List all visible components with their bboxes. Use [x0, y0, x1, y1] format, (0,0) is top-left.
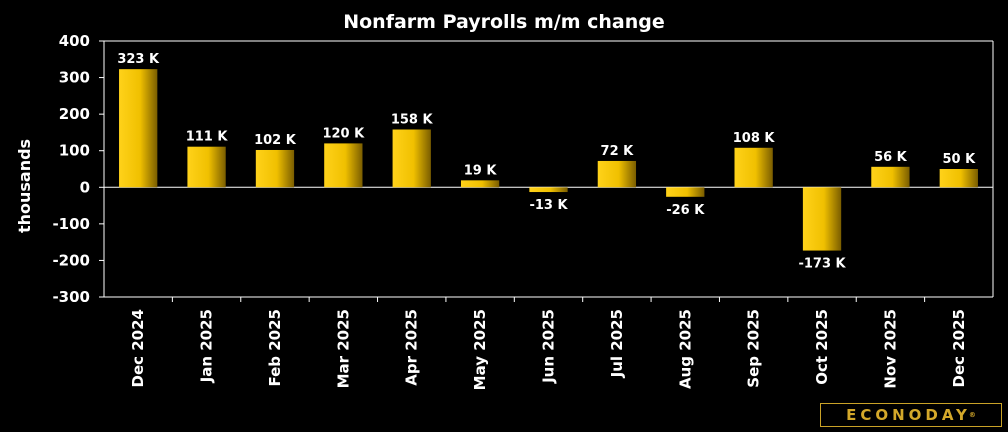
- x-tick-label: Feb 2025: [266, 309, 284, 387]
- x-tick-label: Dec 2024: [129, 309, 147, 388]
- y-tick-label: 300: [59, 69, 90, 87]
- x-tick-label: Jan 2025: [198, 309, 216, 383]
- y-tick-label: 0: [80, 178, 90, 196]
- y-axis-label: thousands: [15, 139, 34, 233]
- x-tick-label: Sep 2025: [745, 309, 763, 388]
- bar: [255, 149, 295, 188]
- bar: [802, 187, 842, 251]
- bar: [666, 187, 705, 197]
- x-tick-label: Jun 2025: [540, 309, 558, 384]
- data-label: 72 K: [601, 144, 635, 159]
- y-tick-label: 200: [59, 105, 90, 123]
- data-label: -173 K: [798, 257, 846, 272]
- data-label: 19 K: [464, 163, 498, 178]
- data-label: 120 K: [322, 126, 365, 141]
- data-label: 111 K: [186, 130, 229, 145]
- x-tick-label: Jul 2025: [608, 309, 626, 378]
- y-tick-label: -200: [52, 251, 90, 269]
- bar: [597, 160, 637, 188]
- bar: [119, 69, 158, 188]
- data-label: 102 K: [254, 133, 297, 148]
- y-tick-label: -300: [52, 288, 90, 306]
- x-tick-label: Dec 2025: [950, 309, 968, 388]
- data-label: 323 K: [117, 52, 160, 67]
- data-label: 108 K: [733, 131, 776, 146]
- data-label: 50 K: [942, 152, 976, 167]
- y-tick-label: 400: [59, 32, 90, 50]
- bar: [324, 143, 363, 188]
- data-label: 158 K: [391, 113, 434, 128]
- x-tick-label: Aug 2025: [676, 309, 694, 389]
- bar: [460, 180, 500, 188]
- data-label: -26 K: [666, 203, 705, 218]
- y-tick-label: 100: [59, 142, 90, 160]
- econoday-logo: ECONODAY ®: [820, 403, 1002, 427]
- bar: [939, 169, 978, 188]
- bar: [392, 129, 431, 188]
- x-axis: Dec 2024 Jan 2025 Feb 2025 Mar 2025 Apr 2025…: [129, 297, 968, 390]
- chart-title: Nonfarm Payrolls m/m change: [343, 11, 665, 33]
- data-label: 56 K: [874, 150, 908, 165]
- logo-text: ECONODAY: [846, 406, 971, 424]
- x-tick-label: Mar 2025: [334, 309, 352, 388]
- x-tick-label: Oct 2025: [813, 309, 831, 385]
- bar: [187, 146, 226, 188]
- x-tick-label: Nov 2025: [881, 309, 899, 389]
- x-tick-label: May 2025: [471, 309, 489, 390]
- bar: [871, 166, 910, 188]
- x-tick-label: Apr 2025: [403, 309, 421, 386]
- bar: [529, 187, 568, 193]
- data-label: -13 K: [529, 198, 568, 213]
- y-tick-label: -100: [52, 215, 90, 233]
- bar: [734, 147, 773, 188]
- bars: 323 K 111 K 102 K 120 K 158 K 19 K -13 K 72 K -2…: [117, 52, 978, 272]
- logo-registered-mark: ®: [968, 411, 976, 419]
